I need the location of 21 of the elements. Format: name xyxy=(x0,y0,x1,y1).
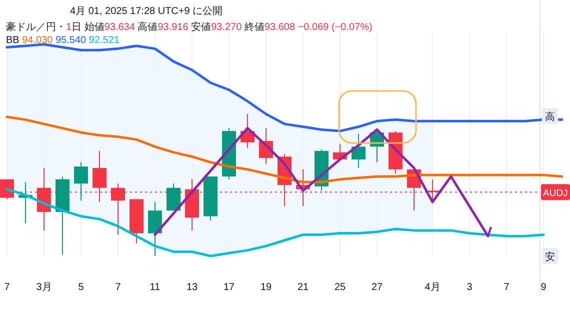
x-tick-label: 27 xyxy=(371,282,383,293)
ref-line-label: AUDJ xyxy=(543,188,568,200)
x-tick-label: 17 xyxy=(223,282,235,293)
x-tick-label: 7 xyxy=(4,282,10,293)
x-tick-label: 3月 xyxy=(36,282,52,293)
x-tick-label: 5 xyxy=(78,282,84,293)
x-tick-label: 11 xyxy=(150,282,161,293)
x-tick-label: 13 xyxy=(186,282,198,293)
x-tick-label: 9 xyxy=(540,282,547,293)
annotation: 安 xyxy=(545,251,555,263)
annotation: 高 xyxy=(545,111,555,123)
x-tick-label: 7 xyxy=(115,282,122,293)
x-tick-label: 7 xyxy=(504,282,510,293)
chart-title: 4月 01, 2025 17:28 UTC+9 に公開 xyxy=(70,5,223,17)
x-tick-label: 3 xyxy=(466,282,473,293)
x-tick-label: 4月 xyxy=(424,282,440,293)
text: 豪ドル／円・1日 始値93.634 高値93.916 安値93.270 終値93.608 −0.069 (−0.07%) xyxy=(6,22,372,33)
x-tick-label: 21 xyxy=(297,282,309,293)
legend: BB 94.030 95.540 92.521 xyxy=(6,35,120,46)
x-tick-label: 25 xyxy=(334,282,346,293)
x-tick-label: 19 xyxy=(260,282,272,293)
